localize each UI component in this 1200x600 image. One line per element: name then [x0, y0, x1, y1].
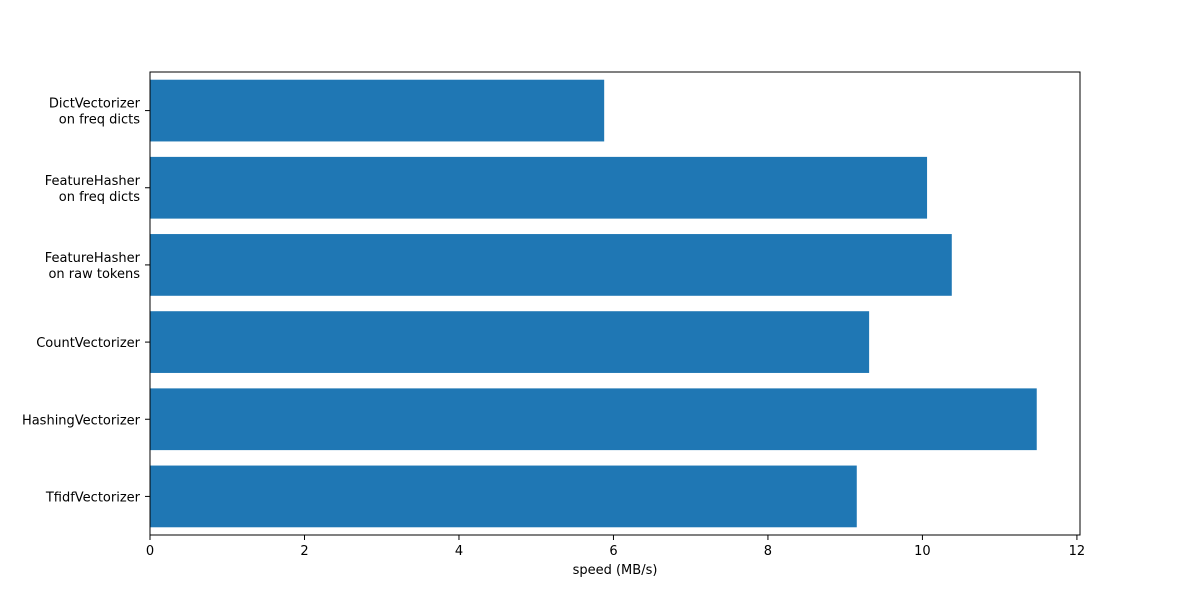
- y-tick-label: HashingVectorizer: [22, 413, 141, 428]
- x-tick-label: 4: [455, 544, 463, 559]
- y-tick-label: FeatureHasher on raw tokens: [45, 251, 141, 282]
- x-tick-label: 2: [300, 544, 308, 559]
- x-tick-label: 8: [764, 544, 772, 559]
- bar: [150, 156, 928, 219]
- plot-frame: [149, 71, 1081, 536]
- bar: [150, 465, 857, 528]
- y-tick-label: FeatureHasher on freq dicts: [45, 174, 141, 205]
- x-tick-label: 10: [914, 544, 931, 559]
- y-tick-label: CountVectorizer: [36, 336, 140, 351]
- y-tick-label: DictVectorizer on freq dicts: [49, 97, 141, 128]
- x-tick-label: 6: [609, 544, 617, 559]
- x-axis-label: speed (MB/s): [573, 563, 658, 578]
- bar: [150, 79, 605, 142]
- x-tick-label: 0: [146, 544, 154, 559]
- bar: [150, 234, 952, 296]
- y-tick-label: TfidfVectorizer: [45, 490, 141, 505]
- bar: [150, 311, 870, 373]
- x-tick-label: 12: [1069, 544, 1086, 559]
- bar: [150, 388, 1037, 451]
